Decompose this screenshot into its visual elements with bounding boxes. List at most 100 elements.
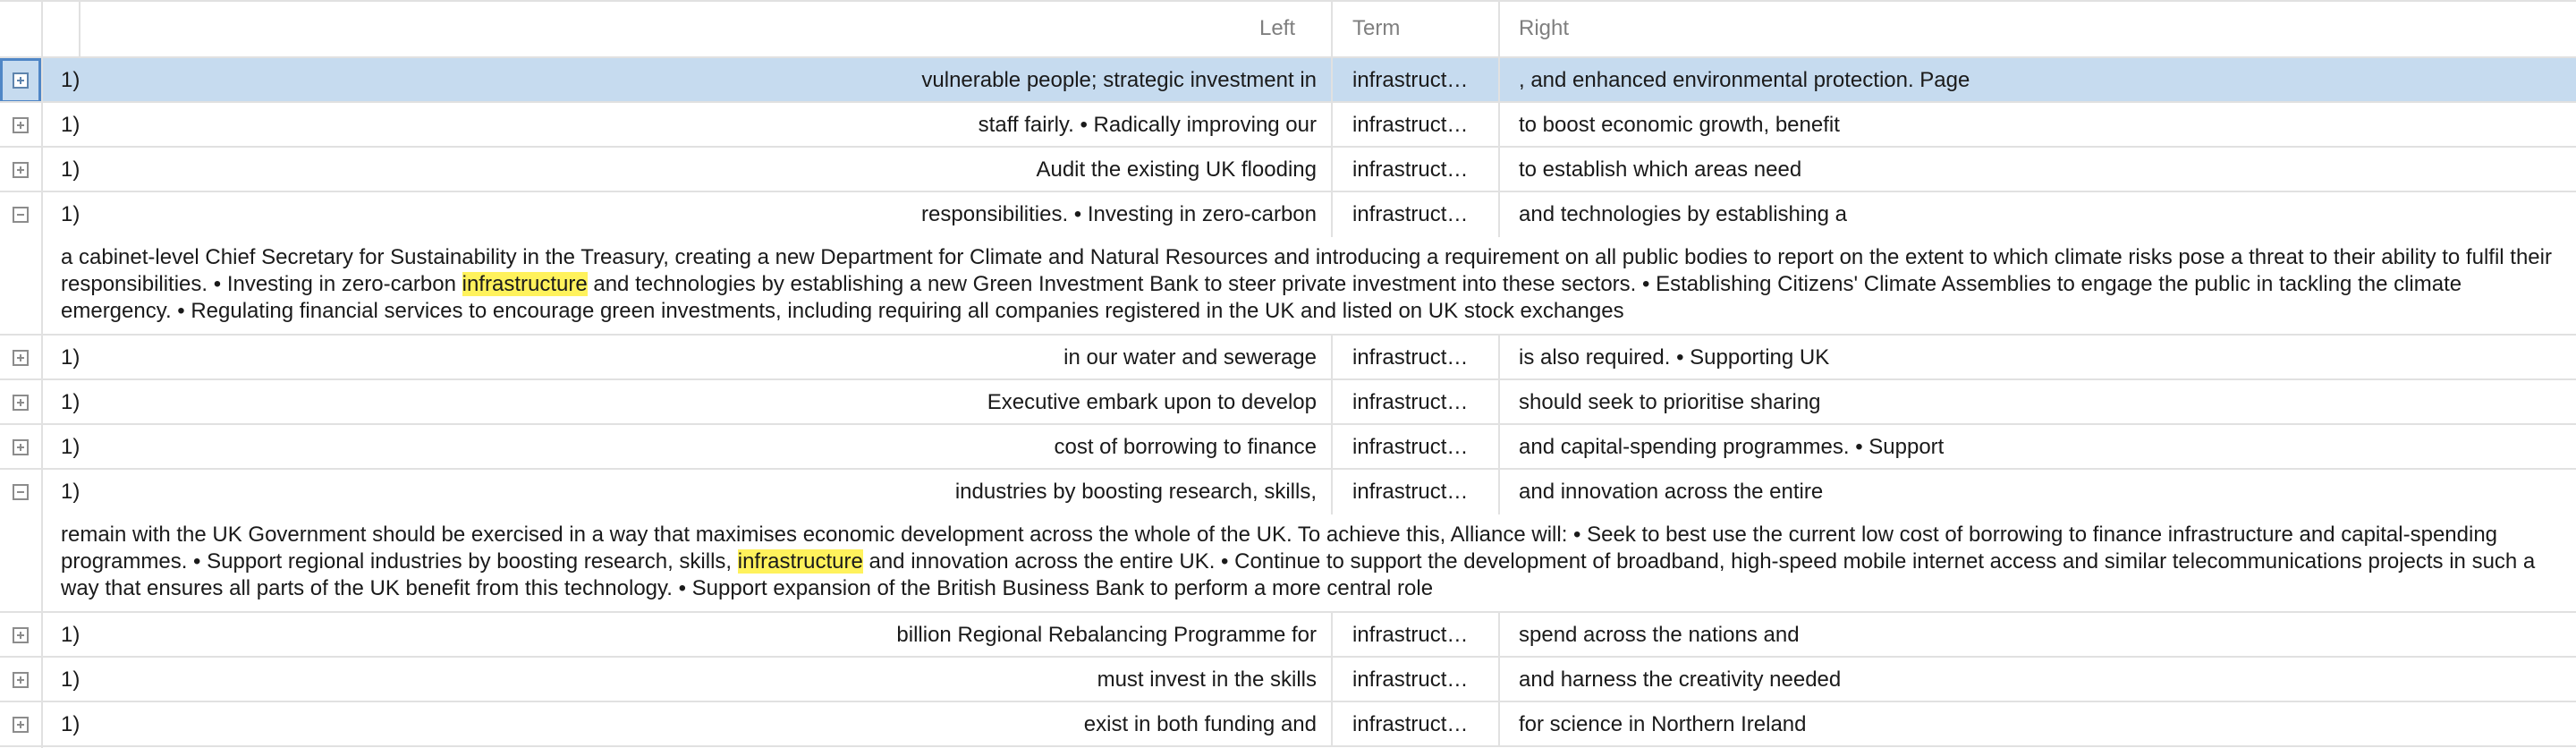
- column-divider: [1498, 0, 1500, 56]
- right-context: spend across the nations and: [1519, 623, 1800, 647]
- right-context: , and enhanced environmental protection.…: [1519, 68, 1970, 92]
- keyword-term: infrastructure: [1352, 390, 1478, 414]
- right-context: should seek to prioritise sharing: [1519, 390, 1821, 414]
- table-row[interactable]: 1) billion Regional Rebalancing Programm…: [0, 613, 2576, 658]
- table-row[interactable]: 1) responsibilities. • Investing in zero…: [0, 192, 2576, 237]
- table-row[interactable]: 1) exist in both funding and infrastruct…: [0, 702, 2576, 747]
- grid-line: [0, 101, 2576, 103]
- row-number: 1): [61, 435, 80, 459]
- context-before: remain with the UK Government should be …: [61, 523, 2498, 574]
- expanded-context: remain with the UK Government should be …: [61, 522, 2556, 602]
- table-header: Left Term Right: [0, 0, 2576, 56]
- column-divider: [1331, 336, 1333, 468]
- right-context: and innovation across the entire: [1519, 480, 1824, 504]
- keyword-term: infrastructure: [1352, 113, 1478, 137]
- right-context: to establish which areas need: [1519, 157, 1802, 182]
- column-divider: [1331, 0, 1333, 56]
- expand-icon[interactable]: [13, 117, 29, 133]
- row-number: 1): [61, 667, 80, 692]
- table-row[interactable]: 1) in our water and sewerage infrastruct…: [0, 336, 2576, 380]
- left-context: Audit the existing UK flooding: [1036, 157, 1317, 182]
- grid-line: [0, 423, 2576, 425]
- right-context: to boost economic growth, benefit: [1519, 113, 1840, 137]
- highlighted-term: infrastructure: [737, 549, 863, 574]
- grid-line: [0, 191, 2576, 192]
- expand-icon[interactable]: [13, 162, 29, 178]
- column-divider: [1498, 58, 1500, 191]
- column-divider: [1331, 613, 1333, 745]
- grid-line: [0, 656, 2576, 658]
- expand-icon[interactable]: [13, 72, 29, 89]
- column-divider: [1498, 613, 1500, 745]
- keyword-term: infrastructure: [1352, 667, 1478, 692]
- column-divider: [1498, 470, 1500, 514]
- column-divider: [1331, 58, 1333, 191]
- left-context: Executive embark upon to develop: [987, 390, 1317, 414]
- column-divider: [1331, 470, 1333, 514]
- expand-icon[interactable]: [13, 627, 29, 643]
- right-context: and harness the creativity needed: [1519, 667, 1842, 692]
- table-row[interactable]: 1) industries by boosting research, skil…: [0, 470, 2576, 514]
- grid-line: [0, 146, 2576, 148]
- column-divider: [1331, 192, 1333, 237]
- table-row[interactable]: 1) cost of borrowing to finance infrastr…: [0, 425, 2576, 470]
- left-context: responsibilities. • Investing in zero-ca…: [921, 202, 1317, 226]
- row-number: 1): [61, 202, 80, 226]
- context-after: and innovation across the entire UK. • C…: [61, 549, 2536, 600]
- right-context: for science in Northern Ireland: [1519, 712, 1807, 736]
- collapse-icon[interactable]: [13, 484, 29, 500]
- right-context: is also required. • Supporting UK: [1519, 345, 1830, 370]
- keyword-term: infrastructure: [1352, 435, 1478, 459]
- column-divider: [79, 0, 80, 56]
- column-header-left[interactable]: Left: [1258, 16, 1295, 40]
- left-context: exist in both funding and: [1083, 712, 1317, 736]
- column-divider: [41, 0, 43, 748]
- left-context: in our water and sewerage: [1063, 345, 1317, 370]
- focus-ring: [0, 58, 41, 103]
- row-number: 1): [61, 345, 80, 370]
- keyword-term: infrastructure: [1352, 712, 1478, 736]
- context-after: and technologies by establishing a new G…: [61, 272, 2462, 323]
- grid-line: [0, 468, 2576, 470]
- expand-icon[interactable]: [13, 439, 29, 455]
- row-number: 1): [61, 68, 80, 92]
- keyword-term: infrastructure: [1352, 157, 1478, 182]
- row-number: 1): [61, 712, 80, 736]
- column-header-right[interactable]: Right: [1519, 16, 1570, 40]
- row-number: 1): [61, 390, 80, 414]
- left-context: staff fairly. • Radically improving our: [978, 113, 1317, 137]
- grid-line: [0, 334, 2576, 336]
- table-row[interactable]: 1) Executive embark upon to develop infr…: [0, 380, 2576, 425]
- left-context: industries by boosting research, skills,: [954, 480, 1317, 504]
- right-context: and capital-spending programmes. • Suppo…: [1519, 435, 1945, 459]
- left-context: billion Regional Rebalancing Programme f…: [896, 623, 1317, 647]
- expand-icon[interactable]: [13, 350, 29, 366]
- table-row[interactable]: 1) staff fairly. • Radically improving o…: [0, 103, 2576, 148]
- table-row[interactable]: 1) must invest in the skills infrastruct…: [0, 658, 2576, 702]
- table-row[interactable]: 1) vulnerable people; strategic investme…: [0, 58, 2576, 103]
- right-context: and technologies by establishing a: [1519, 202, 1847, 226]
- expand-icon[interactable]: [13, 717, 29, 733]
- row-number: 1): [61, 113, 80, 137]
- expand-icon[interactable]: [13, 672, 29, 688]
- context-before: a cabinet-level Chief Secretary for Sust…: [61, 245, 2552, 296]
- expand-icon[interactable]: [13, 395, 29, 411]
- keyword-term: infrastructure: [1352, 480, 1478, 504]
- grid-line: [0, 0, 2576, 2]
- row-number: 1): [61, 623, 80, 647]
- keyword-term: infrastructure: [1352, 202, 1478, 226]
- grid-line: [0, 378, 2576, 380]
- collapse-icon[interactable]: [13, 207, 29, 223]
- row-number: 1): [61, 480, 80, 504]
- column-divider: [1498, 192, 1500, 237]
- highlighted-term: infrastructure: [462, 272, 588, 296]
- table-row[interactable]: 1) Audit the existing UK flooding infras…: [0, 148, 2576, 192]
- row-number: 1): [61, 157, 80, 182]
- keyword-term: infrastructure: [1352, 345, 1478, 370]
- grid-line: [0, 745, 2576, 747]
- column-header-term[interactable]: Term: [1352, 16, 1401, 40]
- keyword-term: infrastructure: [1352, 623, 1478, 647]
- keyword-term: infrastructure: [1352, 68, 1478, 92]
- expanded-context: a cabinet-level Chief Secretary for Sust…: [61, 244, 2556, 325]
